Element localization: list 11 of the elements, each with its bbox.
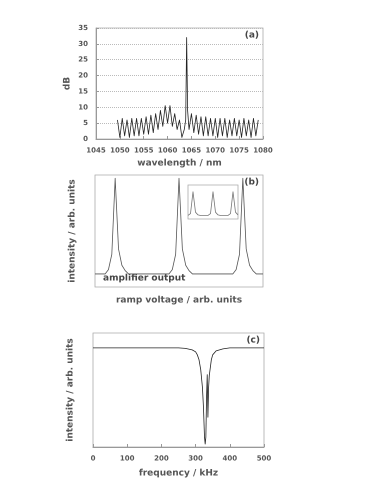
x-axis-title: ramp voltage / arb. units [116, 296, 242, 306]
y-axis-title: intensity / arb. units [68, 179, 78, 283]
annotation: amplifier output [103, 274, 186, 284]
line-series [117, 37, 259, 138]
y-axis-title: intensity / arb. units [66, 338, 76, 442]
x-axis-title: wavelength / nm [137, 158, 222, 168]
text: (c) [246, 336, 260, 346]
annotation: (a) [244, 30, 260, 40]
annotation: (b) [244, 178, 260, 188]
y-axis-title: dB [62, 76, 72, 90]
x-axis-title: frequency / kHz [138, 468, 218, 478]
